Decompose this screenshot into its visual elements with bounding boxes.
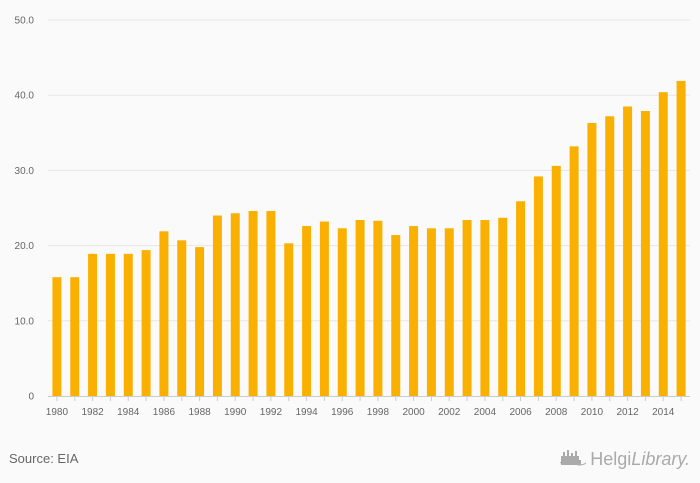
x-tick-label: 2000 (402, 407, 425, 418)
bar-2010 (587, 123, 597, 397)
bar-2015 (676, 80, 686, 397)
bar-2000 (409, 226, 419, 396)
bar-1981 (70, 277, 80, 396)
bar-1997 (355, 220, 365, 396)
y-tick-label: 20.0 (15, 241, 35, 252)
x-tick-label: 1984 (117, 407, 140, 418)
x-tick-label: 1988 (188, 407, 211, 418)
bar-1998 (373, 220, 383, 396)
bar-1992 (266, 211, 276, 396)
x-tick-label: 2012 (616, 407, 639, 418)
bar-2006 (516, 201, 526, 396)
bar-2004 (480, 220, 490, 396)
x-tick-label: 1986 (153, 407, 176, 418)
bar-1989 (212, 215, 222, 396)
logo-suffix: Library. (631, 449, 690, 469)
bar-2011 (605, 116, 615, 397)
bar-1985 (141, 250, 151, 396)
x-tick-label: 1996 (331, 407, 354, 418)
x-tick-label: 2004 (474, 407, 497, 418)
x-tick-label: 2002 (438, 407, 461, 418)
bar-2012 (623, 106, 633, 396)
helgi-library-logo[interactable]: Helgi Library. (560, 448, 690, 471)
bar-2014 (658, 92, 668, 396)
bar-2001 (426, 228, 436, 396)
x-tick-label: 1982 (81, 407, 104, 418)
bar-1993 (284, 243, 294, 396)
bar-2007 (533, 176, 543, 396)
bar-1996 (337, 228, 347, 396)
bar-1999 (391, 235, 401, 396)
x-tick-label: 1992 (260, 407, 283, 418)
bar-1994 (302, 226, 312, 396)
x-tick-label: 2010 (581, 407, 604, 418)
x-tick-label: 1980 (46, 407, 69, 418)
bar-chart: 0 10.0 20.0 30.0 40.0 50.0 1980 1982 1984 1986 198… (15, 16, 690, 418)
bar-1983 (105, 253, 115, 396)
bar-2003 (462, 220, 472, 396)
bar-1995 (319, 221, 329, 396)
bar-2013 (640, 110, 650, 396)
bar-1986 (159, 231, 169, 396)
y-tick-label: 10.0 (15, 316, 35, 327)
bar-2009 (569, 146, 579, 396)
bar-1990 (230, 213, 240, 396)
x-tick-label: 1990 (224, 407, 247, 418)
city-skyline-icon (560, 448, 587, 471)
y-tick-label: 30.0 (15, 166, 35, 177)
bar-1991 (248, 211, 258, 396)
x-tick-label: 1998 (367, 407, 390, 418)
bar-1984 (123, 253, 133, 396)
y-tick-label: 0 (28, 392, 34, 403)
bar-1987 (177, 240, 187, 396)
bar-2002 (444, 228, 454, 396)
bar-2005 (498, 217, 508, 396)
logo-brand: Helgi (590, 449, 632, 469)
y-tick-label: 40.0 (15, 91, 35, 102)
x-tick-label: 1994 (295, 407, 318, 418)
x-tick-label: 2006 (509, 407, 532, 418)
x-tick-label: 2014 (652, 407, 675, 418)
y-tick-label: 50.0 (15, 16, 35, 27)
bar-1980 (52, 277, 62, 396)
bar-1982 (88, 253, 98, 396)
bar-2008 (551, 165, 561, 396)
x-tick-label: 2008 (545, 407, 568, 418)
source-label: Source: EIA (9, 451, 79, 466)
bar-1988 (195, 247, 205, 396)
